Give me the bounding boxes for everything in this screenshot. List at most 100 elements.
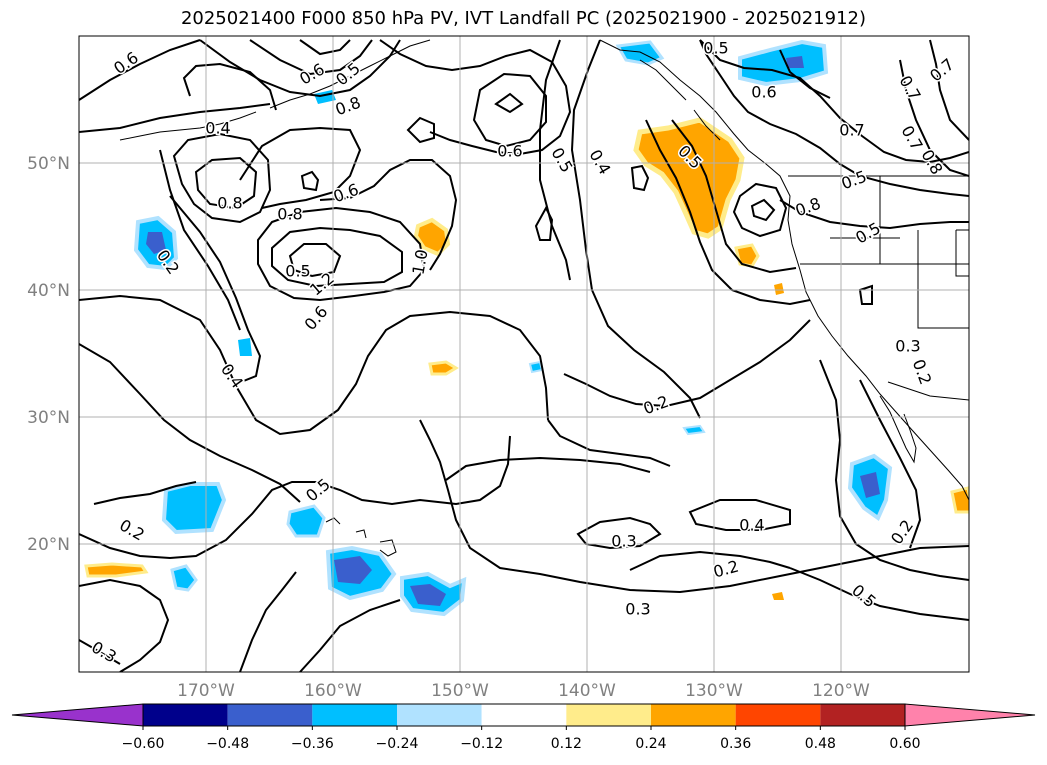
negative-anomaly-small-e [682, 424, 706, 436]
pv-contour [779, 49, 831, 99]
colorbar-segment [735, 704, 821, 726]
lon-label-120w: 120°W [812, 681, 870, 701]
pv-contour [859, 379, 922, 549]
pv-contour [79, 39, 201, 101]
pv-contour [169, 195, 262, 385]
contour-label: 0.5 [285, 262, 310, 281]
pv-contour [494, 92, 524, 114]
negative-anomaly-hawaii-2-core [334, 556, 372, 584]
pv-contour [534, 205, 554, 241]
colorbar-outline [142, 703, 906, 727]
map-frame [78, 35, 970, 673]
pv-contour [539, 39, 571, 281]
colorbar-segment [312, 704, 397, 726]
ivt-shading [84, 39, 969, 617]
contour-label: 0.5 [703, 39, 728, 58]
pv-contour [300, 170, 320, 192]
contour-label: 0.3 [895, 337, 920, 356]
coastline-alaska-peninsula [269, 39, 431, 109]
pv-contour [79, 639, 121, 665]
pv-contour [79, 578, 170, 672]
colorbar-segment [481, 704, 567, 726]
colorbar-segment [397, 704, 482, 726]
coastlines [119, 39, 969, 557]
pv-contour [645, 119, 811, 306]
colorbar-tick-label: 0.36 [720, 736, 751, 752]
contour-label: 0.8 [793, 194, 823, 221]
pv-contour [570, 39, 701, 419]
coastline-baja [879, 395, 917, 464]
contour-label: 0.6 [497, 142, 522, 161]
pv-contour [563, 319, 811, 408]
negative-anomaly-north [738, 39, 829, 87]
negative-anomaly-west-core [146, 232, 166, 254]
pv-contour [699, 39, 969, 197]
pv-contour [899, 59, 969, 177]
negative-anomaly-small-b [170, 564, 198, 592]
contour-label: 0.7 [926, 55, 958, 86]
colorbar-tick-label: 0.60 [889, 736, 920, 752]
pv-contour [93, 481, 197, 505]
pv-contour [472, 72, 547, 148]
negative-anomaly-small-f [528, 360, 544, 374]
contour-label: 0.4 [205, 119, 230, 138]
contour-label: 0.5 [848, 581, 880, 612]
positive-anomaly-small-4 [84, 562, 149, 578]
pv-contour [79, 343, 301, 503]
colorbar-segment [820, 704, 905, 726]
colorbar-segment [143, 704, 228, 726]
colorbar: −0.60 −0.48 −0.36 −0.24 −0.12 0.12 0.24 0.36 0.4… [11, 703, 1036, 752]
contour-label: 0.4 [739, 516, 764, 535]
lon-label-160w: 160°W [304, 681, 362, 701]
pv-contour [406, 116, 435, 144]
contour-label: 0.2 [711, 557, 741, 582]
lon-label-140w: 140°W [558, 681, 616, 701]
negative-anomaly-gulf [615, 40, 665, 66]
border-us-mexico [887, 381, 969, 401]
lat-label-20n: 20°N [27, 535, 70, 555]
positive-anomaly-small-7 [772, 592, 784, 600]
lat-label-40n: 40°N [27, 281, 70, 301]
contour-label: 0.7 [897, 122, 926, 154]
colorbar-tick-label: −0.12 [460, 736, 503, 752]
pv-contour [630, 164, 650, 192]
pv-contour [299, 599, 401, 672]
contour-label: 0.4 [217, 360, 247, 392]
contour-label: 0.6 [331, 180, 361, 207]
contour-label: 0.2 [116, 515, 148, 544]
pv-contour [629, 550, 791, 571]
colorbar-segment [651, 704, 736, 726]
pv-contour [159, 149, 241, 331]
contour-label: 0.2 [641, 392, 671, 419]
contour-label: 0.8 [277, 205, 302, 224]
lon-label-150w: 150°W [431, 681, 489, 701]
contour-label: 0.8 [333, 93, 363, 120]
pv-contour [172, 132, 272, 224]
pv-contour [79, 294, 549, 436]
coastline-bc-islands [639, 59, 721, 141]
pv-contour [445, 456, 651, 481]
negative-anomaly-hawaii-1 [161, 482, 227, 535]
positive-anomaly-small-3 [428, 360, 459, 376]
contour-label: 0.3 [611, 532, 636, 551]
contour-label: 0.8 [917, 146, 946, 178]
pv-contour [419, 419, 969, 594]
negative-anomaly-east-core [860, 472, 880, 498]
pv-contour [239, 126, 362, 209]
pv-contour [732, 182, 788, 238]
latitude-labels: 20°N 30°N 40°N 50°N [27, 154, 70, 555]
pv-contour [249, 39, 373, 76]
pv-contour [319, 159, 458, 271]
negative-anomaly-hawaii-3-core [410, 584, 446, 606]
colorbar-tick-labels: −0.60 −0.48 −0.36 −0.24 −0.12 0.12 0.24 0.36 0.4… [122, 726, 921, 752]
colorbar-segment [227, 704, 313, 726]
contour-label: 0.5 [302, 475, 334, 506]
colorbar-tick-label: −0.48 [206, 736, 249, 752]
positive-anomaly-small-5 [950, 486, 969, 514]
pv-contour [779, 199, 969, 230]
colorbar-tick-label: 0.12 [551, 736, 582, 752]
lon-label-130w: 130°W [685, 681, 743, 701]
colorbar-segment [566, 704, 651, 726]
border-states-1 [800, 176, 969, 329]
